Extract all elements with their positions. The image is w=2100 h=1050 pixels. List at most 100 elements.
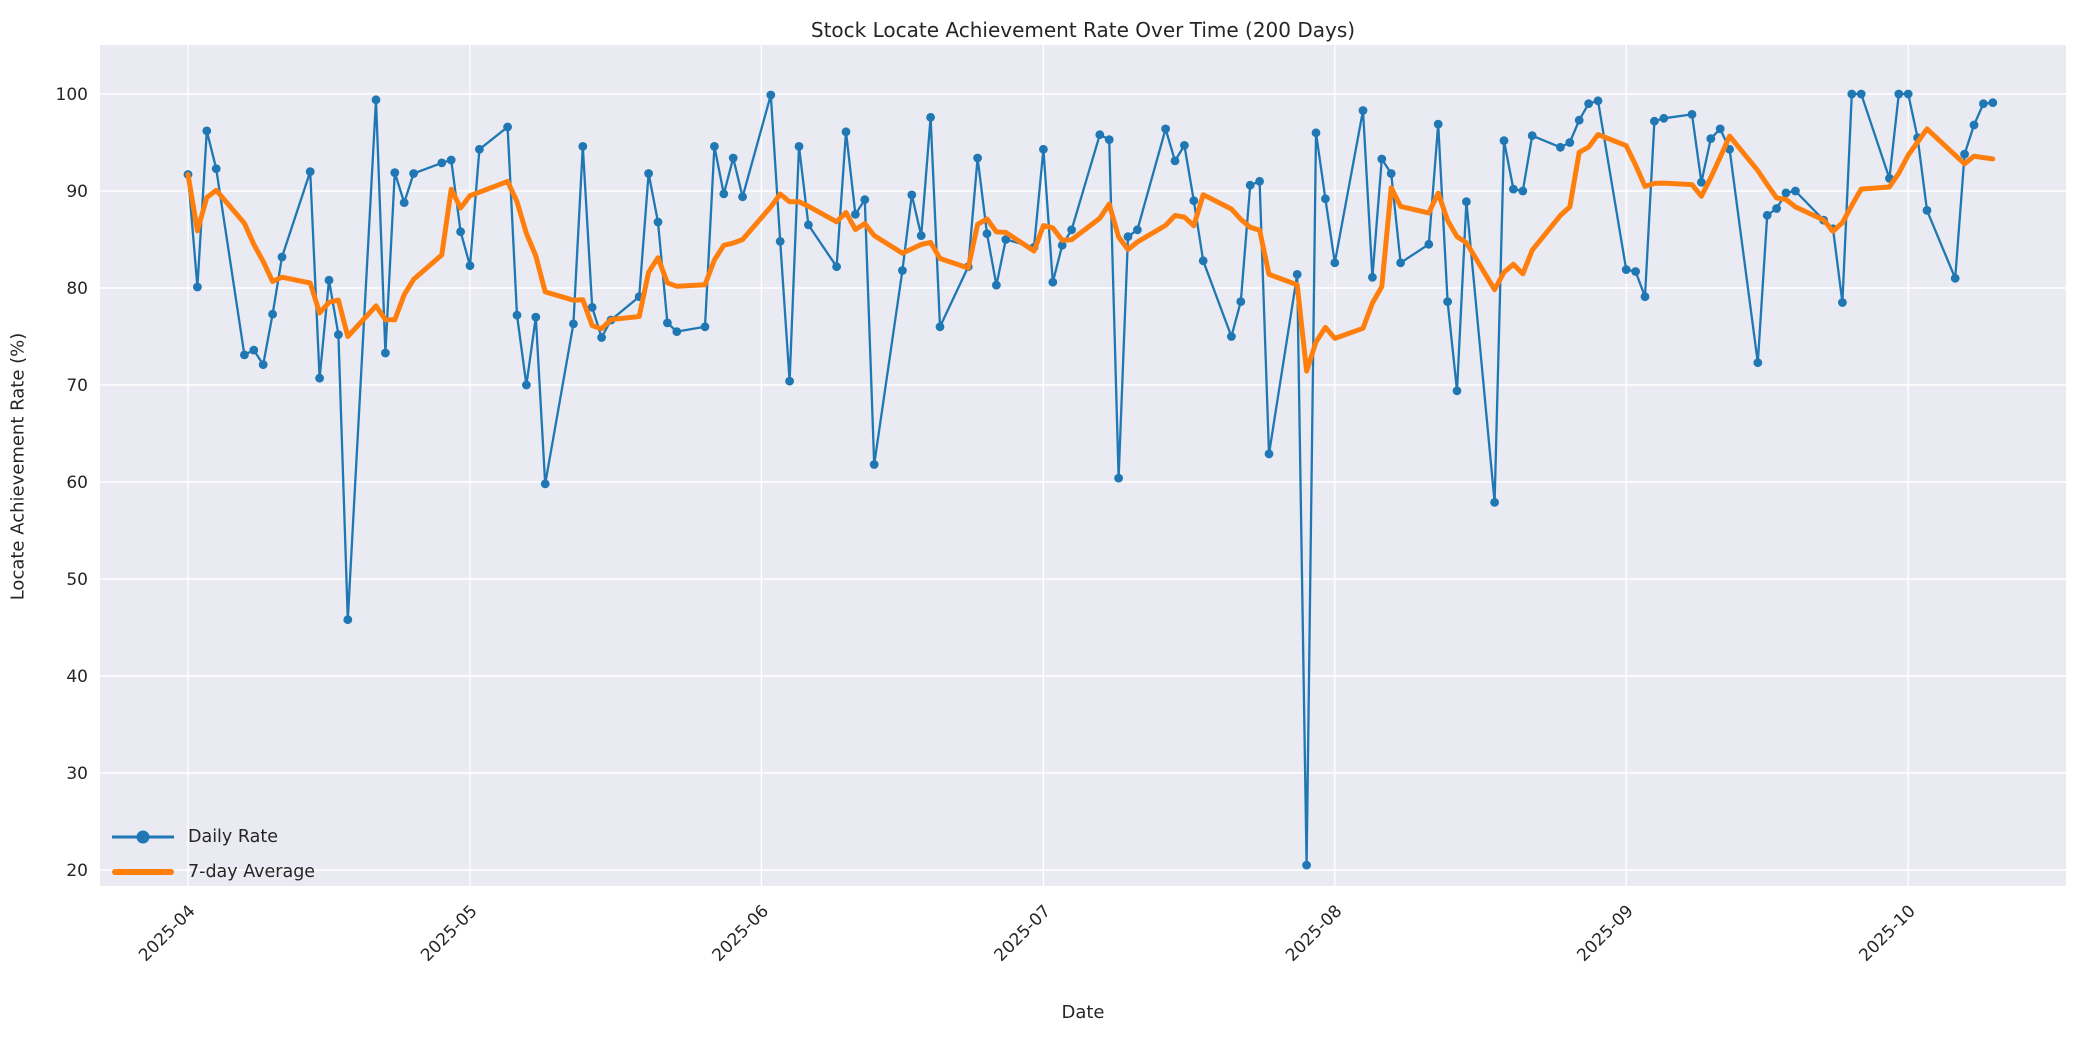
daily-rate-marker: [399, 198, 409, 208]
daily-rate-marker: [1386, 169, 1396, 178]
daily-rate-marker: [1621, 265, 1631, 274]
daily-rate-marker: [1377, 154, 1387, 164]
daily-rate-marker: [907, 190, 917, 200]
daily-rate-marker: [898, 266, 907, 275]
daily-rate-marker: [1057, 240, 1067, 250]
y-tick-label: 60: [66, 473, 88, 493]
daily-rate-marker: [916, 231, 926, 241]
daily-rate-marker: [1452, 386, 1462, 396]
daily-rate-marker: [1565, 138, 1575, 147]
legend-label-daily-rate: Daily Rate: [188, 827, 278, 847]
daily-rate-marker: [926, 112, 935, 122]
legend-item-7day-average: 7-day Average: [112, 861, 315, 883]
daily-rate-marker: [1311, 128, 1321, 138]
daily-rate-marker: [240, 350, 249, 360]
daily-rate-marker: [1161, 124, 1170, 134]
daily-rate-marker: [1236, 297, 1246, 306]
daily-rate-marker: [1772, 204, 1781, 213]
daily-rate-marker: [1133, 225, 1142, 235]
daily-rate-marker: [832, 262, 841, 272]
daily-rate-marker: [569, 319, 578, 329]
daily-rate-marker: [719, 189, 729, 199]
daily-rate-marker: [1264, 449, 1274, 459]
daily-rate-marker: [305, 167, 315, 177]
daily-rate-marker: [1358, 106, 1368, 115]
daily-rate-marker: [1433, 119, 1443, 129]
legend-label-7day-average: 7-day Average: [188, 862, 316, 882]
daily-rate-marker: [1189, 196, 1199, 206]
daily-rate-marker: [1302, 860, 1311, 870]
daily-rate-marker: [202, 126, 212, 136]
daily-rate-marker: [785, 376, 794, 386]
daily-rate-marker: [653, 217, 663, 227]
daily-rate-marker: [982, 229, 992, 239]
daily-rate-marker: [992, 280, 1001, 290]
x-tick-label: 2025-07: [991, 901, 1055, 965]
daily-rate-marker: [465, 261, 475, 271]
daily-rate-marker: [935, 322, 945, 332]
y-tick-label: 80: [66, 279, 88, 299]
daily-rate-marker: [390, 168, 400, 178]
daily-rate-marker: [1715, 124, 1725, 134]
daily-rate-marker: [371, 95, 381, 105]
daily-rate-marker: [1791, 186, 1800, 196]
seven-day-average-line: [185, 126, 1996, 374]
daily-rate-marker: [324, 275, 334, 285]
daily-rate-marker: [1170, 156, 1180, 166]
x-tick-label: 2025-08: [1282, 901, 1346, 965]
daily-rate-marker: [1490, 498, 1499, 507]
daily-rate-marker: [804, 220, 813, 230]
x-axis-label: Date: [1061, 1002, 1105, 1023]
daily-rate-marker: [1894, 89, 1904, 99]
daily-rate-marker: [775, 237, 785, 246]
daily-rate-marker: [522, 380, 531, 390]
daily-rate-marker: [381, 348, 390, 358]
daily-rate-marker: [700, 322, 710, 332]
daily-rate-marker: [446, 155, 456, 165]
x-tick-label: 2025-10: [1855, 901, 1919, 965]
daily-rate-marker: [1950, 273, 1960, 283]
daily-rate-marker: [1856, 89, 1866, 99]
legend-item-daily-rate: Daily Rate: [112, 826, 315, 848]
daily-rate-marker: [1960, 149, 1969, 159]
daily-rate-marker: [1584, 99, 1593, 109]
daily-rate-marker: [1640, 292, 1650, 302]
daily-rate-marker: [211, 164, 221, 174]
daily-rate-marker: [728, 153, 738, 163]
daily-rate-marker: [315, 373, 324, 383]
daily-rate-marker: [1227, 332, 1236, 341]
daily-rate-marker: [973, 153, 982, 163]
daily-rate-marker: [1245, 180, 1255, 190]
daily-rate-marker: [249, 345, 259, 355]
daily-rate-marker: [1499, 136, 1509, 146]
daily-rate-marker: [672, 327, 682, 336]
daily-rate-marker: [268, 309, 277, 319]
daily-rate-marker: [578, 142, 588, 151]
y-axis-label: Locate Achievement Rate (%): [7, 332, 29, 601]
daily-rate-marker: [1123, 232, 1133, 242]
daily-rate-marker: [1762, 210, 1772, 220]
y-tick-label: 50: [66, 570, 88, 590]
daily-rate-marker: [794, 142, 804, 151]
daily-rate-marker: [334, 330, 343, 339]
daily-rate-marker: [1753, 358, 1763, 368]
chart-title: Stock Locate Achievement Rate Over Time …: [810, 18, 1356, 42]
daily-rate-marker: [258, 360, 268, 369]
daily-rate-marker: [1659, 113, 1669, 123]
daily-rate-marker: [1988, 98, 1998, 108]
daily-rate-marker: [437, 158, 447, 168]
daily-rate-marker: [1255, 176, 1264, 186]
daily-rate-marker: [841, 127, 851, 137]
plot-background: [100, 45, 2066, 886]
daily-rate-marker: [1631, 267, 1640, 276]
daily-rate-marker: [1697, 177, 1706, 187]
daily-rate-marker: [512, 310, 522, 320]
daily-rate-marker: [1180, 141, 1189, 150]
daily-rate-marker: [587, 303, 597, 312]
daily-rate-marker: [644, 169, 653, 178]
daily-rate-marker: [1922, 206, 1932, 215]
daily-rate-marker: [1321, 194, 1330, 204]
daily-rate-marker: [1001, 235, 1011, 244]
daily-rate-marker: [409, 169, 418, 178]
